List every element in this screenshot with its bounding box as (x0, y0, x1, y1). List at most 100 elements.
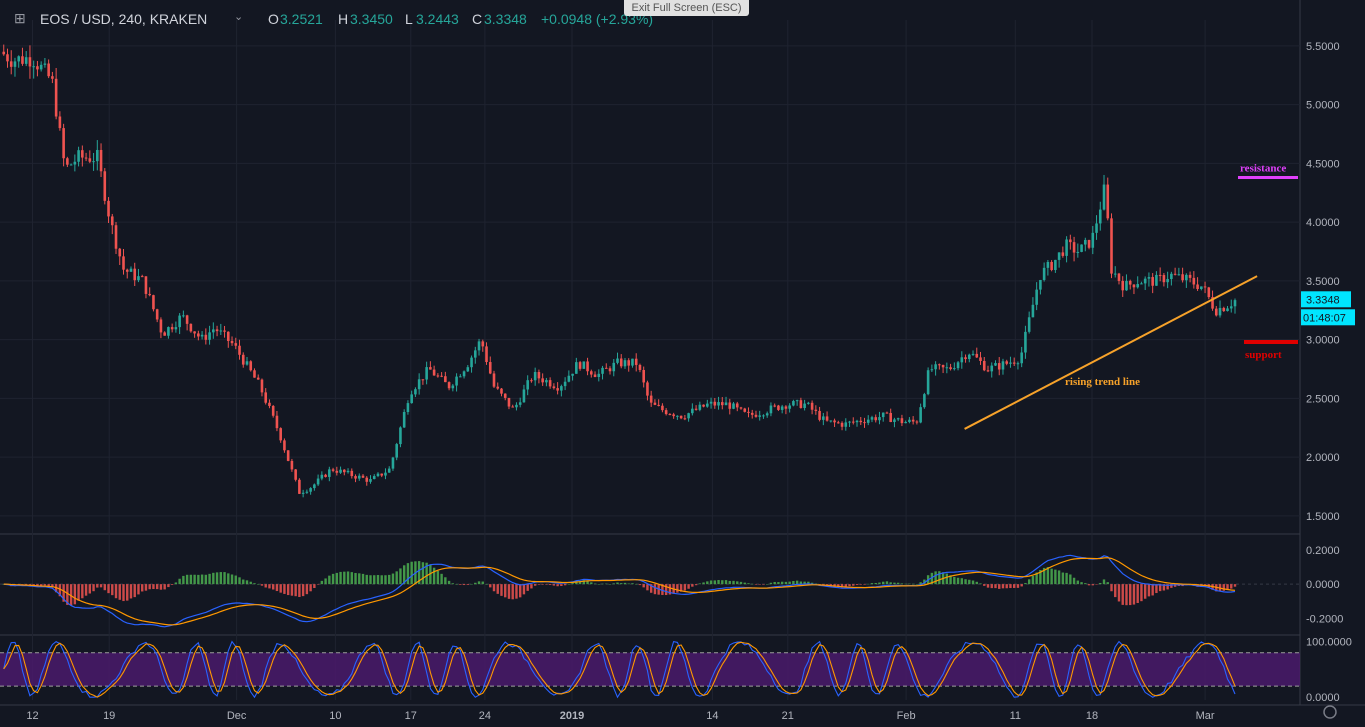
candle (642, 369, 645, 383)
macd-bar (1001, 584, 1005, 589)
macd-bar (556, 584, 559, 587)
macd-bar (1121, 584, 1124, 605)
candle (765, 413, 769, 416)
candle (309, 488, 312, 492)
candle (459, 376, 462, 378)
macd-bar (133, 584, 136, 598)
candle (466, 367, 470, 372)
candle (1147, 277, 1151, 279)
macd-bar (260, 584, 264, 586)
candle (1155, 274, 1158, 286)
candle (429, 367, 432, 370)
macd-bar (298, 584, 301, 598)
macd-bar (732, 580, 735, 585)
crosshair-icon[interactable]: ⊞ (14, 10, 26, 26)
macd-bar (489, 584, 492, 588)
candle (661, 405, 664, 411)
macd-bar (691, 584, 694, 587)
macd-bar (189, 574, 193, 585)
macd-bar (780, 581, 784, 585)
candle (676, 415, 679, 417)
macd-bar (541, 584, 544, 585)
candle (855, 420, 859, 423)
candle (39, 64, 43, 70)
macd-bar (380, 575, 383, 585)
candle (1001, 361, 1005, 370)
candle (515, 404, 518, 408)
candle (777, 405, 780, 410)
candle (51, 76, 54, 79)
macd-bar (930, 572, 934, 585)
candle (1110, 218, 1113, 274)
chevron-down-icon[interactable]: ⌄ (234, 11, 244, 23)
candle (107, 200, 110, 217)
candle (357, 475, 361, 479)
candle (1185, 274, 1188, 281)
macd-bar (814, 583, 818, 585)
candle (2, 51, 6, 55)
symbol-label[interactable]: EOS / USD, 240, KRAKEN (40, 11, 208, 27)
candle (249, 361, 253, 371)
exit-fullscreen-button[interactable]: Exit Full Screen (ESC) (624, 0, 749, 16)
candle (335, 470, 339, 473)
candle (395, 444, 398, 458)
macd-bar (242, 579, 245, 585)
price-tick-label: 4.0000 (1306, 217, 1340, 229)
candle (548, 380, 552, 387)
macd-bar (773, 581, 776, 585)
high-label: H (338, 11, 349, 27)
candle (1117, 273, 1121, 281)
macd-bar (1132, 584, 1136, 605)
candle (994, 363, 997, 366)
candle (219, 330, 223, 332)
candle (563, 381, 567, 387)
macd-bar (915, 583, 919, 585)
macd-bar (51, 584, 54, 588)
macd-bar (1230, 584, 1233, 589)
macd-bar (365, 574, 368, 585)
macd-bar (447, 580, 451, 585)
time-tick-label: Dec (227, 710, 247, 722)
macd-bar (1155, 584, 1158, 594)
candle (900, 418, 904, 424)
macd-bar (683, 584, 687, 591)
candle (866, 419, 870, 423)
last-price-tag (1301, 291, 1351, 308)
candle (440, 375, 443, 377)
candle (328, 469, 331, 477)
candle (88, 158, 92, 162)
candle (769, 405, 773, 414)
candle (552, 386, 556, 389)
candle (268, 402, 271, 406)
gear-icon[interactable] (1323, 705, 1337, 719)
candle (511, 406, 515, 408)
candle (533, 372, 537, 381)
candle (1091, 232, 1095, 248)
candle (556, 388, 559, 391)
macd-bar (736, 581, 739, 585)
macd-bar (1222, 584, 1225, 591)
candle (1188, 274, 1192, 278)
macd-bar (343, 571, 346, 585)
macd-bar (316, 584, 320, 585)
macd-bar (219, 572, 223, 585)
candle (541, 378, 544, 383)
macd-bar (563, 584, 567, 586)
macd-bar (960, 578, 964, 585)
support-label: support (1245, 349, 1282, 361)
macd-bar (840, 584, 844, 588)
macd-bar (597, 584, 600, 585)
candle (99, 149, 103, 172)
macd-bar (399, 568, 402, 585)
macd-bar (193, 574, 196, 585)
candle (612, 362, 616, 372)
candle (735, 403, 739, 408)
macd-bar (174, 582, 178, 585)
macd-bar (1005, 584, 1008, 589)
macd-bar (43, 584, 47, 586)
macd-bar (994, 584, 997, 589)
macd-bar (1042, 567, 1046, 585)
candle (354, 476, 357, 479)
macd-bar (137, 584, 140, 595)
